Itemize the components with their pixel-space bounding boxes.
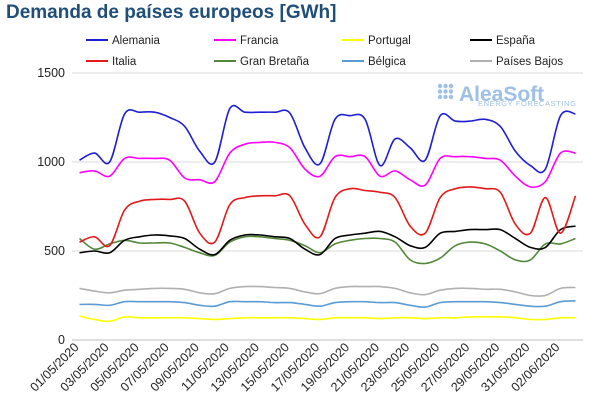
logo-tagline: ENERGY FORECASTING — [478, 99, 577, 108]
logo-dot — [448, 83, 454, 89]
legend: Alemania Francia Portugal España Italia Gran … — [86, 35, 563, 68]
page-title: Demanda de países europeos [GWh] — [6, 2, 337, 23]
series-line-portugal — [79, 315, 576, 323]
legend-label: Alemania — [112, 35, 161, 47]
x-axis-ticks: 01/05/202003/05/202005/05/202007/05/2020… — [27, 340, 562, 394]
logo-dot — [437, 83, 443, 89]
legend-label: Portugal — [368, 35, 411, 47]
series-lines — [79, 104, 577, 323]
aleasoft-logo: AleaSoft ENERGY FORECASTING — [437, 83, 577, 108]
logo-dot — [443, 89, 448, 94]
legend-label: Bélgica — [368, 56, 406, 68]
legend-label: Países Bajos — [496, 56, 563, 68]
series-line-bélgica — [79, 300, 576, 308]
legend-label: Italia — [112, 56, 137, 68]
legend-label: Francia — [240, 35, 279, 47]
series-line-alemania — [79, 104, 576, 174]
y-tick-label: 1500 — [37, 66, 65, 80]
y-tick-label: 1000 — [37, 155, 65, 169]
logo-dots-icon — [437, 83, 454, 100]
series-line-países-bajos — [79, 285, 576, 297]
logo-name: AleaSoft — [459, 83, 544, 106]
series-line-gran-bretaña — [79, 235, 576, 265]
grid-lines — [72, 72, 583, 341]
series-line-españa — [79, 225, 576, 256]
series-line-francia — [79, 141, 576, 189]
logo-dot — [443, 94, 448, 100]
logo-dot — [437, 94, 443, 100]
legend-label: España — [496, 35, 536, 47]
y-tick-label: 500 — [44, 244, 65, 258]
y-axis-ticks: 0 500 1000 1500 — [37, 66, 65, 347]
logo-dot — [448, 94, 454, 100]
legend-label: Gran Bretaña — [240, 56, 310, 68]
series-line-italia — [79, 186, 577, 248]
logo-dot — [443, 83, 448, 89]
logo-dot — [448, 89, 454, 94]
logo-dot — [437, 89, 443, 94]
y-tick-label: 0 — [58, 333, 65, 347]
